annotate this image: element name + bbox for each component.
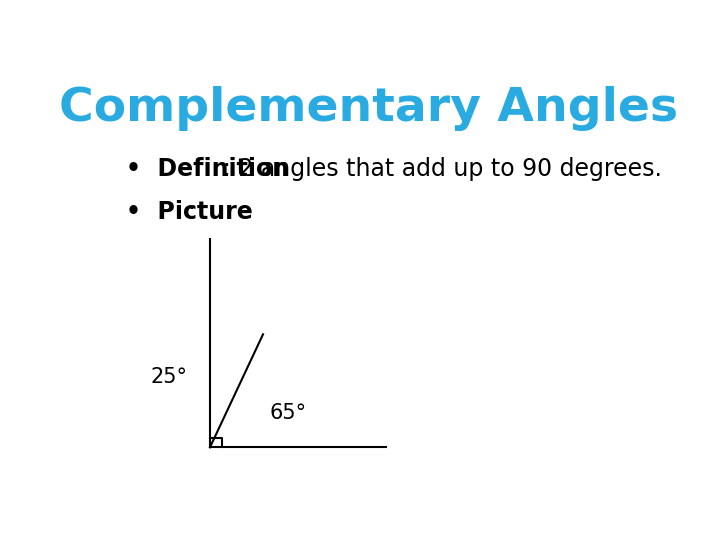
Text: : 2 angles that add up to 90 degrees.: : 2 angles that add up to 90 degrees. <box>222 157 662 181</box>
Text: 25°: 25° <box>150 367 188 387</box>
Text: Complementary Angles: Complementary Angles <box>60 86 678 131</box>
Text: :: : <box>187 200 195 225</box>
Text: 65°: 65° <box>269 403 307 423</box>
Text: •  Definition: • Definition <box>126 157 289 181</box>
Text: •  Picture: • Picture <box>126 200 253 225</box>
